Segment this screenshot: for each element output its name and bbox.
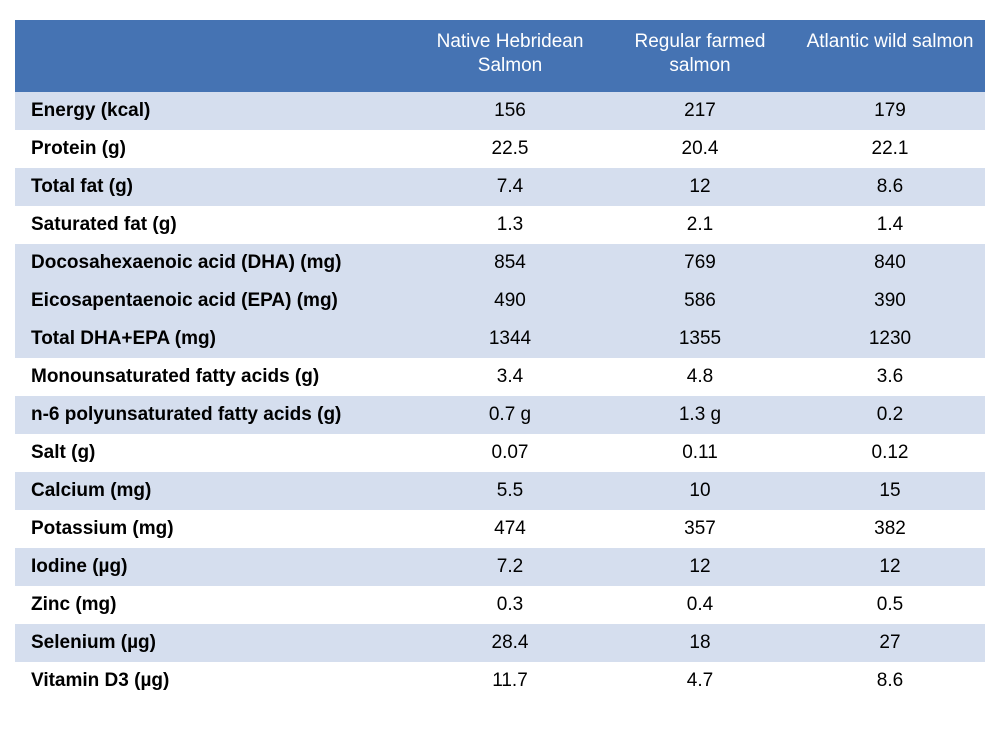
data-cell: 490 xyxy=(415,282,605,320)
row-label: Potassium (mg) xyxy=(15,510,415,548)
row-label: Selenium (µg) xyxy=(15,624,415,662)
data-cell: 1230 xyxy=(795,320,985,358)
table-row: Docosahexaenoic acid (DHA) (mg)854769840 xyxy=(15,244,985,282)
row-label: Zinc (mg) xyxy=(15,586,415,624)
table-row: n-6 polyunsaturated fatty acids (g)0.7 g… xyxy=(15,396,985,434)
data-cell: 4.8 xyxy=(605,358,795,396)
data-cell: 0.4 xyxy=(605,586,795,624)
table-row: Iodine (µg)7.21212 xyxy=(15,548,985,586)
data-cell: 12 xyxy=(605,548,795,586)
data-cell: 179 xyxy=(795,92,985,130)
data-cell: 18 xyxy=(605,624,795,662)
data-cell: 8.6 xyxy=(795,168,985,206)
data-cell: 1.3 xyxy=(415,206,605,244)
table-row: Monounsaturated fatty acids (g)3.44.83.6 xyxy=(15,358,985,396)
table-row: Calcium (mg)5.51015 xyxy=(15,472,985,510)
data-cell: 4.7 xyxy=(605,662,795,700)
data-cell: 7.2 xyxy=(415,548,605,586)
row-label: Docosahexaenoic acid (DHA) (mg) xyxy=(15,244,415,282)
row-label: Vitamin D3 (µg) xyxy=(15,662,415,700)
nutrition-table: Native Hebridean Salmon Regular farmed s… xyxy=(15,20,985,700)
data-cell: 769 xyxy=(605,244,795,282)
table-row: Protein (g)22.520.422.1 xyxy=(15,130,985,168)
row-label: Saturated fat (g) xyxy=(15,206,415,244)
data-cell: 0.07 xyxy=(415,434,605,472)
data-cell: 586 xyxy=(605,282,795,320)
header-blank xyxy=(15,20,415,92)
data-cell: 3.4 xyxy=(415,358,605,396)
row-label: Salt (g) xyxy=(15,434,415,472)
table-row: Total DHA+EPA (mg)134413551230 xyxy=(15,320,985,358)
data-cell: 0.11 xyxy=(605,434,795,472)
data-cell: 20.4 xyxy=(605,130,795,168)
table-row: Vitamin D3 (µg)11.74.78.6 xyxy=(15,662,985,700)
data-cell: 156 xyxy=(415,92,605,130)
data-cell: 28.4 xyxy=(415,624,605,662)
data-cell: 22.1 xyxy=(795,130,985,168)
data-cell: 1344 xyxy=(415,320,605,358)
table-row: Eicosapentaenoic acid (EPA) (mg)49058639… xyxy=(15,282,985,320)
data-cell: 1.3 g xyxy=(605,396,795,434)
data-cell: 11.7 xyxy=(415,662,605,700)
row-label: Eicosapentaenoic acid (EPA) (mg) xyxy=(15,282,415,320)
row-label: n-6 polyunsaturated fatty acids (g) xyxy=(15,396,415,434)
data-cell: 217 xyxy=(605,92,795,130)
row-label: Total DHA+EPA (mg) xyxy=(15,320,415,358)
data-cell: 0.12 xyxy=(795,434,985,472)
data-cell: 15 xyxy=(795,472,985,510)
header-col-2-label: Regular farmed salmon xyxy=(635,31,766,76)
data-cell: 12 xyxy=(795,548,985,586)
data-cell: 357 xyxy=(605,510,795,548)
data-cell: 27 xyxy=(795,624,985,662)
header-col-1: Native Hebridean Salmon xyxy=(415,20,605,92)
data-cell: 1.4 xyxy=(795,206,985,244)
table-row: Selenium (µg)28.41827 xyxy=(15,624,985,662)
data-cell: 2.1 xyxy=(605,206,795,244)
header-col-3-label: Atlantic wild salmon xyxy=(807,31,974,52)
data-cell: 854 xyxy=(415,244,605,282)
table-row: Saturated fat (g)1.32.11.4 xyxy=(15,206,985,244)
data-cell: 0.5 xyxy=(795,586,985,624)
data-cell: 382 xyxy=(795,510,985,548)
data-cell: 1355 xyxy=(605,320,795,358)
data-cell: 8.6 xyxy=(795,662,985,700)
row-label: Calcium (mg) xyxy=(15,472,415,510)
header-col-1-label: Native Hebridean Salmon xyxy=(437,31,584,76)
data-cell: 5.5 xyxy=(415,472,605,510)
data-cell: 7.4 xyxy=(415,168,605,206)
row-label: Iodine (µg) xyxy=(15,548,415,586)
data-cell: 474 xyxy=(415,510,605,548)
header-col-3: Atlantic wild salmon xyxy=(795,20,985,92)
row-label: Energy (kcal) xyxy=(15,92,415,130)
data-cell: 3.6 xyxy=(795,358,985,396)
table-row: Energy (kcal)156217179 xyxy=(15,92,985,130)
data-cell: 10 xyxy=(605,472,795,510)
table-row: Total fat (g)7.4128.6 xyxy=(15,168,985,206)
table-body: Energy (kcal)156217179Protein (g)22.520.… xyxy=(15,92,985,700)
data-cell: 0.3 xyxy=(415,586,605,624)
row-label: Protein (g) xyxy=(15,130,415,168)
table-header-row: Native Hebridean Salmon Regular farmed s… xyxy=(15,20,985,92)
header-col-2: Regular farmed salmon xyxy=(605,20,795,92)
data-cell: 22.5 xyxy=(415,130,605,168)
data-cell: 12 xyxy=(605,168,795,206)
data-cell: 840 xyxy=(795,244,985,282)
data-cell: 0.7 g xyxy=(415,396,605,434)
table-row: Potassium (mg)474357382 xyxy=(15,510,985,548)
table-row: Salt (g)0.070.110.12 xyxy=(15,434,985,472)
row-label: Monounsaturated fatty acids (g) xyxy=(15,358,415,396)
table-row: Zinc (mg)0.30.40.5 xyxy=(15,586,985,624)
data-cell: 0.2 xyxy=(795,396,985,434)
data-cell: 390 xyxy=(795,282,985,320)
row-label: Total fat (g) xyxy=(15,168,415,206)
